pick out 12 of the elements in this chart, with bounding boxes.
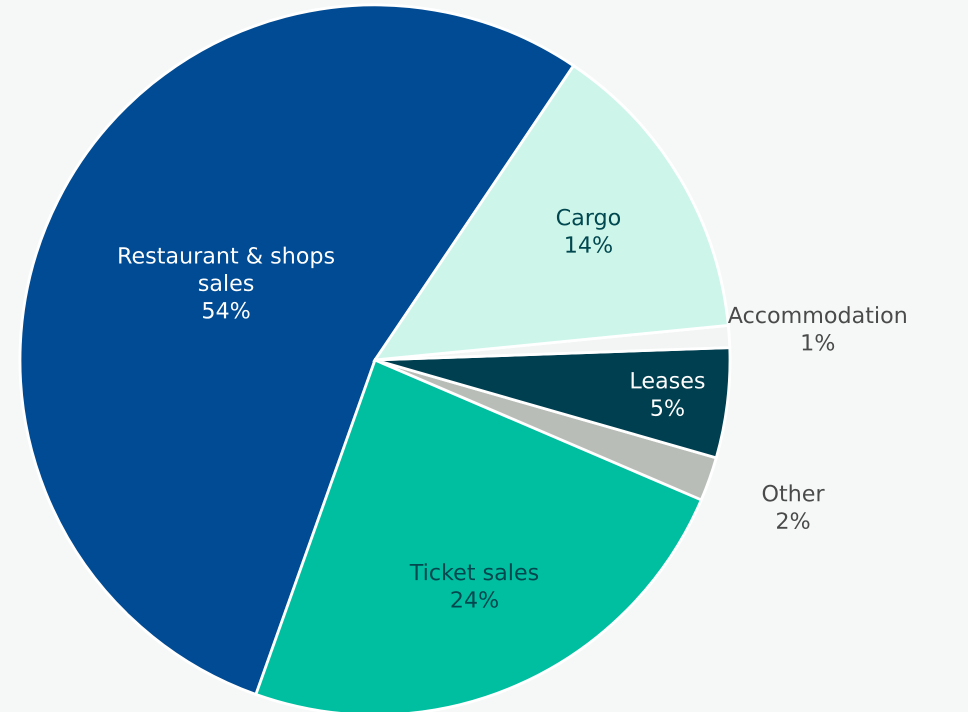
slice-label: Leases — [632, 372, 704, 389]
slice-label: Restaurant & shops sales — [119, 246, 334, 292]
data-label: 5% — [652, 399, 684, 416]
data-label: 14% — [566, 236, 612, 253]
slice-label: Accommodation — [728, 306, 906, 324]
data-label: 2% — [777, 512, 810, 530]
data-label: 24% — [451, 591, 498, 608]
slice-label: Ticket sales — [410, 563, 538, 580]
slice-label: Cargo — [556, 208, 620, 230]
data-label: 1% — [802, 334, 834, 351]
slice-label: Other — [762, 484, 825, 502]
data-label: 54% — [203, 302, 250, 319]
